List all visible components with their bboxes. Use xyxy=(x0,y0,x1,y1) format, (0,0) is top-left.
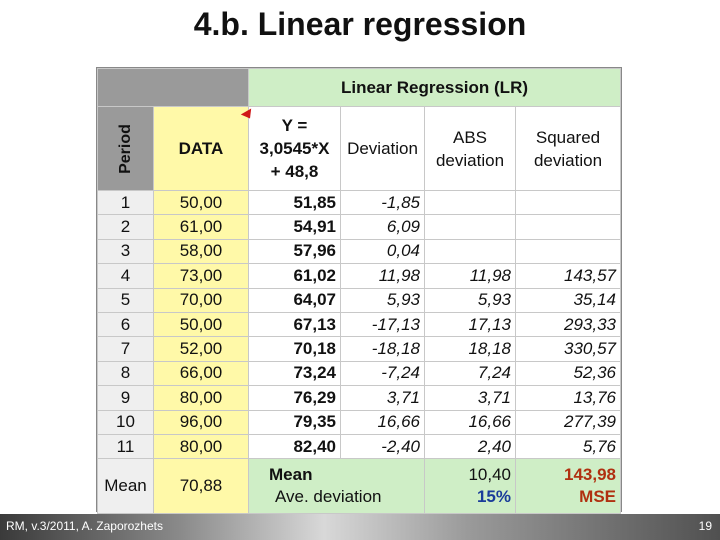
period-cell: 2 xyxy=(97,214,154,240)
abs-deviation-cell xyxy=(424,189,516,216)
table-row: 10 96,00 79,35 16,66 16,66 277,39 xyxy=(97,409,621,435)
forecast-cell: 54,91 xyxy=(248,214,341,240)
table-row: 11 80,00 82,40 -2,40 2,40 5,76 xyxy=(97,433,621,460)
squared-deviation-cell: 52,36 xyxy=(515,360,621,387)
deviation-cell: 3,71 xyxy=(340,385,425,411)
squared-deviation-cell: 330,57 xyxy=(515,336,621,362)
squared-deviation-cell: 5,76 xyxy=(515,433,621,460)
header-corner xyxy=(97,68,249,107)
deviation-cell: -17,13 xyxy=(340,311,425,338)
abs-deviation-cell: 18,18 xyxy=(424,336,516,362)
forecast-cell: 67,13 xyxy=(248,311,341,338)
deviation-cell: -7,24 xyxy=(340,360,425,387)
data-cell: 80,00 xyxy=(153,385,249,411)
table-row: 2 61,00 54,91 6,09 xyxy=(97,214,621,240)
abs-deviation-cell: 3,71 xyxy=(424,385,516,411)
period-cell: 1 xyxy=(97,189,154,216)
forecast-cell: 76,29 xyxy=(248,385,341,411)
period-cell: 5 xyxy=(97,287,154,313)
abs-deviation-header: ABS deviation xyxy=(424,106,516,191)
period-cell: 8 xyxy=(97,360,154,387)
data-cell: 96,00 xyxy=(153,409,249,435)
deviation-header: Deviation xyxy=(340,106,425,191)
table-row: 4 73,00 61,02 11,98 11,98 143,57 xyxy=(97,263,621,289)
data-cell: 61,00 xyxy=(153,214,249,240)
squared-deviation-header: Squared deviation xyxy=(515,106,621,191)
footer-bar: RM, v.3/2011, A. Zaporozhets 19 xyxy=(0,514,720,540)
abs-deviation-cell: 11,98 xyxy=(424,263,516,289)
forecast-cell: 79,35 xyxy=(248,409,341,435)
abs-deviation-cell: 2,40 xyxy=(424,433,516,460)
data-cell: 80,00 xyxy=(153,433,249,460)
lr-section-header: Linear Regression (LR) xyxy=(248,68,621,107)
squared-deviation-cell: 277,39 xyxy=(515,409,621,435)
data-header: DATA xyxy=(153,106,249,191)
abs-deviation-cell: 17,13 xyxy=(424,311,516,338)
forecast-cell: 64,07 xyxy=(248,287,341,313)
period-cell: 4 xyxy=(97,263,154,289)
slide-title: 4.b. Linear regression xyxy=(193,6,527,42)
abs-deviation-cell: 5,93 xyxy=(424,287,516,313)
data-mean: 70,88 xyxy=(153,458,249,515)
mean-summary-labels: Mean Ave. deviation xyxy=(248,458,425,515)
data-cell: 50,00 xyxy=(153,189,249,216)
page-number: 19 xyxy=(698,519,712,533)
table-row: 6 50,00 67,13 -17,13 17,13 293,33 xyxy=(97,311,621,338)
mean-label: Mean xyxy=(97,458,154,515)
table-row: 9 80,00 76,29 3,71 3,71 13,76 xyxy=(97,385,621,411)
footer-author: RM, v.3/2011, A. Zaporozhets xyxy=(6,519,163,533)
abs-deviation-cell xyxy=(424,214,516,240)
forecast-cell: 73,24 xyxy=(248,360,341,387)
deviation-cell: 16,66 xyxy=(340,409,425,435)
forecast-cell: 57,96 xyxy=(248,238,341,265)
deviation-cell: 5,93 xyxy=(340,287,425,313)
mse-cell: 143,98 MSE xyxy=(515,458,621,515)
data-cell: 66,00 xyxy=(153,360,249,387)
squared-deviation-cell: 13,76 xyxy=(515,385,621,411)
data-cell: 52,00 xyxy=(153,336,249,362)
squared-deviation-cell xyxy=(515,238,621,265)
period-cell: 3 xyxy=(97,238,154,265)
deviation-cell: -18,18 xyxy=(340,336,425,362)
table-row: 7 52,00 70,18 -18,18 18,18 330,57 xyxy=(97,336,621,362)
period-cell: 11 xyxy=(97,433,154,460)
abs-deviation-cell: 16,66 xyxy=(424,409,516,435)
deviation-cell: 6,09 xyxy=(340,214,425,240)
data-cell: 50,00 xyxy=(153,311,249,338)
forecast-header: Y = 3,0545*X + 48,8 xyxy=(248,106,341,191)
table-row: 5 70,00 64,07 5,93 5,93 35,14 xyxy=(97,287,621,313)
regression-table: Linear Regression (LR) Period DATA Y = 3… xyxy=(96,67,622,515)
period-cell: 9 xyxy=(97,385,154,411)
abs-deviation-mean: 10,40 15% xyxy=(424,458,516,515)
period-cell: 6 xyxy=(97,311,154,338)
squared-deviation-cell xyxy=(515,189,621,216)
period-cell: 10 xyxy=(97,409,154,435)
table-row: 8 66,00 73,24 -7,24 7,24 52,36 xyxy=(97,360,621,387)
deviation-cell: 0,04 xyxy=(340,238,425,265)
squared-deviation-cell xyxy=(515,214,621,240)
squared-deviation-cell: 35,14 xyxy=(515,287,621,313)
abs-deviation-cell xyxy=(424,238,516,265)
deviation-cell: -2,40 xyxy=(340,433,425,460)
table-row: 1 50,00 51,85 -1,85 xyxy=(97,189,621,216)
period-cell: 7 xyxy=(97,336,154,362)
squared-deviation-cell: 293,33 xyxy=(515,311,621,338)
data-cell: 73,00 xyxy=(153,263,249,289)
table-row: 3 58,00 57,96 0,04 xyxy=(97,238,621,265)
data-cell: 70,00 xyxy=(153,287,249,313)
forecast-cell: 82,40 xyxy=(248,433,341,460)
forecast-cell: 70,18 xyxy=(248,336,341,362)
squared-deviation-cell: 143,57 xyxy=(515,263,621,289)
deviation-cell: -1,85 xyxy=(340,189,425,216)
data-cell: 58,00 xyxy=(153,238,249,265)
forecast-cell: 61,02 xyxy=(248,263,341,289)
deviation-cell: 11,98 xyxy=(340,263,425,289)
abs-deviation-cell: 7,24 xyxy=(424,360,516,387)
period-header: Period xyxy=(97,106,154,191)
forecast-cell: 51,85 xyxy=(248,189,341,216)
